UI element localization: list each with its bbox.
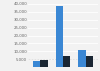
Bar bbox=[86, 56, 93, 67]
Bar bbox=[40, 60, 48, 67]
Bar bbox=[56, 6, 63, 67]
Bar bbox=[63, 56, 70, 67]
Bar bbox=[33, 61, 40, 67]
Bar bbox=[78, 50, 86, 67]
